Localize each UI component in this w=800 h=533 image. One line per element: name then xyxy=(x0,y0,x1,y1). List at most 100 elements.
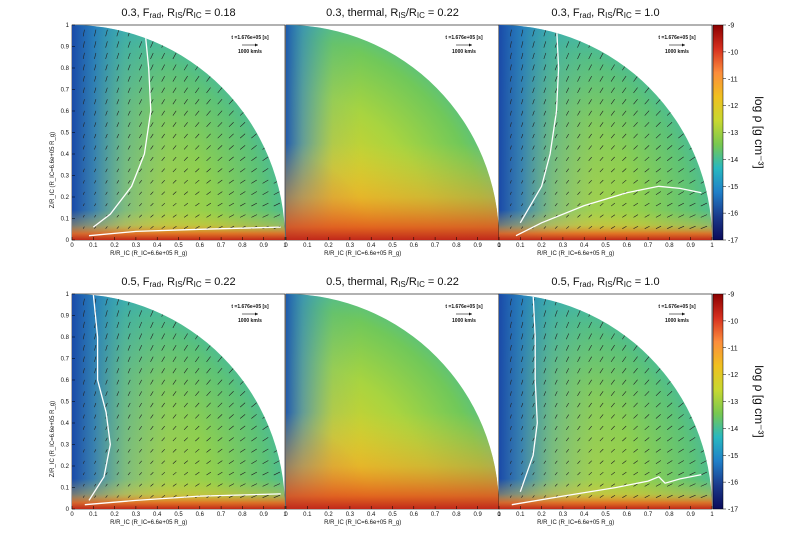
velocity-arrow xyxy=(509,168,512,173)
colorbar-tick-label: -12 xyxy=(728,103,738,110)
velocity-arrow xyxy=(667,483,673,487)
contour-line xyxy=(515,185,702,237)
velocity-arrow xyxy=(509,344,512,351)
velocity-arrow xyxy=(543,180,547,184)
velocity-arrow xyxy=(566,437,569,442)
velocity-arrow xyxy=(116,460,120,464)
velocity-arrow xyxy=(610,156,615,161)
velocity-arrow xyxy=(554,449,558,453)
velocity-arrow xyxy=(566,145,569,150)
velocity-arrow xyxy=(116,356,120,363)
velocity-arrow xyxy=(509,321,512,329)
velocity-arrow xyxy=(139,133,142,139)
velocity-arrow xyxy=(610,99,615,105)
velocity-arrow xyxy=(94,75,97,82)
velocity-arrow xyxy=(689,179,696,184)
velocity-arrow xyxy=(689,437,696,442)
velocity-arrow xyxy=(521,99,524,105)
velocity-arrow xyxy=(82,99,85,105)
velocity-arrow xyxy=(610,437,615,442)
velocity-arrow xyxy=(610,460,615,464)
velocity-arrow xyxy=(678,145,684,150)
colorbar-gradient xyxy=(712,24,724,241)
velocity-arrow xyxy=(521,437,524,442)
velocity-arrow xyxy=(543,157,547,161)
velocity-arrow xyxy=(655,414,661,419)
velocity-arrow xyxy=(251,214,258,218)
y-tick-label: 0.4 xyxy=(61,152,70,158)
velocity-arrow xyxy=(183,133,188,139)
velocity-arrow xyxy=(116,226,120,229)
velocity-arrow xyxy=(105,321,108,329)
velocity-arrow xyxy=(183,379,188,385)
velocity-arrow xyxy=(239,448,246,453)
velocity-arrow xyxy=(566,168,569,173)
velocity-arrow xyxy=(509,472,512,476)
velocity-arrow xyxy=(217,414,223,419)
velocity-arrow xyxy=(644,191,650,195)
velocity-arrow xyxy=(667,471,673,476)
y-tick-label: 0.1 xyxy=(61,486,70,492)
velocity-arrow xyxy=(105,203,108,207)
velocity-arrow xyxy=(138,87,143,94)
velocity-arrow xyxy=(172,225,177,229)
velocity-arrow xyxy=(82,495,85,498)
y-tick-label: 0.5 xyxy=(61,131,70,137)
velocity-arrow xyxy=(240,471,246,476)
velocity-arrow xyxy=(509,133,512,139)
velocity-arrow xyxy=(588,321,592,329)
velocity-arrow xyxy=(588,226,593,229)
velocity-arrow xyxy=(577,64,581,71)
velocity-arrow xyxy=(543,460,547,464)
velocity-arrow xyxy=(543,214,547,218)
velocity-arrow xyxy=(138,321,143,329)
velocity-arrow xyxy=(138,41,143,48)
velocity-arrow xyxy=(622,425,627,431)
velocity-arrow xyxy=(532,133,535,139)
panel-title: 0.5, Frad, RIS/RIC = 1.0 xyxy=(551,276,659,289)
velocity-arrow xyxy=(82,426,85,430)
velocity-arrow xyxy=(239,425,246,431)
velocity-arrow xyxy=(240,214,246,218)
velocity-arrow xyxy=(543,356,547,363)
velocity-arrow xyxy=(183,414,188,419)
time-label: t =1.676e+05 [s] xyxy=(231,304,269,310)
velocity-arrow xyxy=(183,425,188,430)
velocity-arrow xyxy=(105,426,108,430)
velocity-arrow xyxy=(195,368,200,374)
velocity-arrow xyxy=(566,191,570,195)
velocity-arrow xyxy=(161,214,166,218)
velocity-arrow xyxy=(105,145,108,150)
velocity-arrow xyxy=(139,391,142,396)
velocity-arrow xyxy=(689,460,696,464)
velocity-arrow xyxy=(195,460,200,464)
velocity-arrow xyxy=(577,495,581,498)
velocity-arrow xyxy=(599,460,604,464)
velocity-arrow xyxy=(127,52,131,60)
velocity-arrow xyxy=(206,145,211,150)
velocity-arrow xyxy=(82,483,85,487)
x-axis-label: R/R_IC (R_IC=6.6e+05 R_g) xyxy=(324,520,401,526)
velocity-arrow xyxy=(217,483,223,487)
velocity-arrow xyxy=(183,191,188,195)
velocity-arrow xyxy=(509,356,512,362)
velocity-arrow xyxy=(94,379,97,385)
velocity-scale-head xyxy=(469,312,472,316)
velocity-arrow xyxy=(105,333,108,340)
velocity-arrow xyxy=(228,391,234,397)
velocity-arrow xyxy=(127,214,131,218)
velocity-arrow xyxy=(206,133,211,139)
velocity-arrow xyxy=(678,414,684,419)
velocity-arrow xyxy=(116,391,120,396)
colorbar-tick-label: -16 xyxy=(728,480,738,487)
velocity-arrow xyxy=(150,203,154,207)
velocity-arrow xyxy=(565,52,570,60)
velocity-arrow xyxy=(150,41,154,48)
velocity-arrow xyxy=(509,122,512,127)
velocity-scale-head xyxy=(255,43,258,47)
velocity-arrow xyxy=(644,145,650,150)
velocity-arrow xyxy=(610,368,615,374)
velocity-arrow xyxy=(588,356,592,363)
velocity-arrow xyxy=(532,191,535,195)
x-tick-label: 0.9 xyxy=(687,512,696,518)
